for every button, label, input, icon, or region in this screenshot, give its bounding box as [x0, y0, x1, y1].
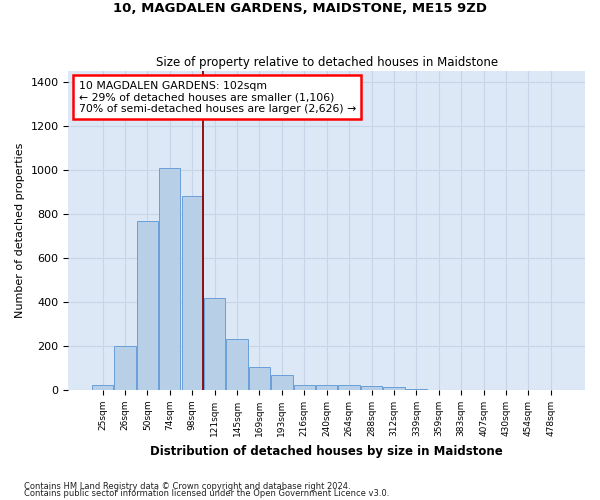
Bar — [361, 386, 382, 390]
Bar — [115, 346, 136, 390]
Text: Contains public sector information licensed under the Open Government Licence v3: Contains public sector information licen… — [24, 490, 389, 498]
X-axis label: Distribution of detached houses by size in Maidstone: Distribution of detached houses by size … — [151, 444, 503, 458]
Text: 10 MAGDALEN GARDENS: 102sqm
← 29% of detached houses are smaller (1,106)
70% of : 10 MAGDALEN GARDENS: 102sqm ← 29% of det… — [79, 80, 356, 114]
Bar — [92, 384, 113, 390]
Bar — [137, 220, 158, 390]
Bar — [293, 384, 315, 390]
Bar — [249, 367, 270, 390]
Bar — [406, 389, 427, 390]
Bar — [226, 340, 248, 390]
Bar — [182, 196, 203, 390]
Bar — [159, 168, 181, 390]
Bar — [383, 388, 404, 390]
Title: Size of property relative to detached houses in Maidstone: Size of property relative to detached ho… — [155, 56, 498, 68]
Bar — [338, 384, 360, 390]
Bar — [204, 298, 225, 390]
Bar — [316, 384, 337, 390]
Y-axis label: Number of detached properties: Number of detached properties — [15, 143, 25, 318]
Bar — [271, 374, 293, 390]
Text: 10, MAGDALEN GARDENS, MAIDSTONE, ME15 9ZD: 10, MAGDALEN GARDENS, MAIDSTONE, ME15 9Z… — [113, 2, 487, 16]
Text: Contains HM Land Registry data © Crown copyright and database right 2024.: Contains HM Land Registry data © Crown c… — [24, 482, 350, 491]
